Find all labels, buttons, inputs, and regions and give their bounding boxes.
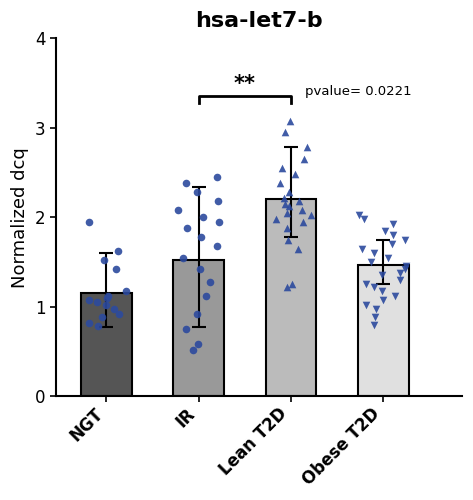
- Point: [356, 212, 363, 220]
- Point: [304, 144, 311, 152]
- Point: [370, 320, 377, 328]
- Point: [104, 292, 112, 300]
- Point: [174, 206, 182, 214]
- Point: [401, 265, 409, 273]
- Point: [358, 244, 366, 252]
- Point: [381, 226, 388, 234]
- Point: [396, 268, 404, 276]
- Point: [86, 218, 93, 226]
- Point: [370, 283, 378, 291]
- Point: [189, 346, 197, 354]
- Bar: [266, 200, 316, 396]
- Point: [307, 212, 315, 220]
- Point: [85, 296, 93, 304]
- Text: **: **: [234, 74, 256, 94]
- Bar: [358, 264, 409, 396]
- Point: [391, 292, 399, 300]
- Point: [300, 155, 308, 163]
- Point: [370, 249, 378, 257]
- Point: [402, 236, 409, 244]
- Point: [85, 319, 93, 327]
- Point: [360, 215, 368, 223]
- Title: hsa-let7-b: hsa-let7-b: [195, 11, 323, 31]
- Point: [284, 224, 291, 232]
- Point: [281, 200, 289, 208]
- Point: [291, 170, 298, 178]
- Y-axis label: Normalized dcq: Normalized dcq: [11, 147, 29, 288]
- Point: [103, 301, 110, 309]
- Point: [379, 296, 386, 304]
- Point: [197, 233, 205, 241]
- Point: [362, 280, 369, 288]
- Bar: [174, 260, 224, 396]
- Point: [272, 215, 280, 223]
- Point: [93, 298, 101, 306]
- Point: [196, 265, 203, 273]
- Point: [114, 247, 122, 255]
- Point: [279, 164, 286, 172]
- Point: [285, 202, 293, 210]
- Point: [194, 340, 202, 348]
- Point: [215, 218, 222, 226]
- Point: [371, 314, 379, 322]
- Point: [285, 188, 293, 196]
- Point: [214, 197, 222, 205]
- Point: [390, 220, 397, 228]
- Point: [384, 254, 392, 262]
- Point: [289, 280, 296, 288]
- Text: pvalue= 0.0221: pvalue= 0.0221: [305, 85, 412, 98]
- Point: [362, 301, 370, 309]
- Point: [378, 286, 385, 294]
- Point: [367, 258, 375, 266]
- Point: [281, 128, 289, 136]
- Point: [283, 283, 291, 291]
- Point: [372, 304, 380, 312]
- Point: [182, 179, 190, 187]
- Point: [213, 242, 221, 250]
- Point: [112, 265, 119, 273]
- Point: [182, 325, 190, 333]
- Point: [277, 179, 284, 187]
- Point: [286, 116, 294, 124]
- Point: [206, 278, 214, 285]
- Point: [115, 310, 123, 318]
- Point: [280, 194, 288, 202]
- Point: [122, 286, 130, 294]
- Point: [213, 173, 221, 181]
- Point: [388, 240, 396, 248]
- Point: [299, 218, 307, 226]
- Point: [402, 262, 410, 270]
- Point: [389, 231, 397, 239]
- Point: [284, 236, 291, 244]
- Point: [100, 256, 108, 264]
- Bar: [81, 294, 132, 396]
- Point: [202, 292, 210, 300]
- Point: [396, 276, 403, 284]
- Point: [110, 304, 118, 312]
- Point: [183, 224, 191, 232]
- Point: [193, 188, 201, 196]
- Point: [283, 209, 291, 217]
- Point: [103, 294, 110, 302]
- Point: [193, 310, 201, 318]
- Point: [294, 244, 301, 252]
- Point: [200, 213, 207, 221]
- Point: [98, 314, 105, 322]
- Point: [179, 254, 186, 262]
- Point: [298, 206, 306, 214]
- Point: [94, 322, 102, 330]
- Point: [295, 197, 302, 205]
- Point: [378, 272, 386, 280]
